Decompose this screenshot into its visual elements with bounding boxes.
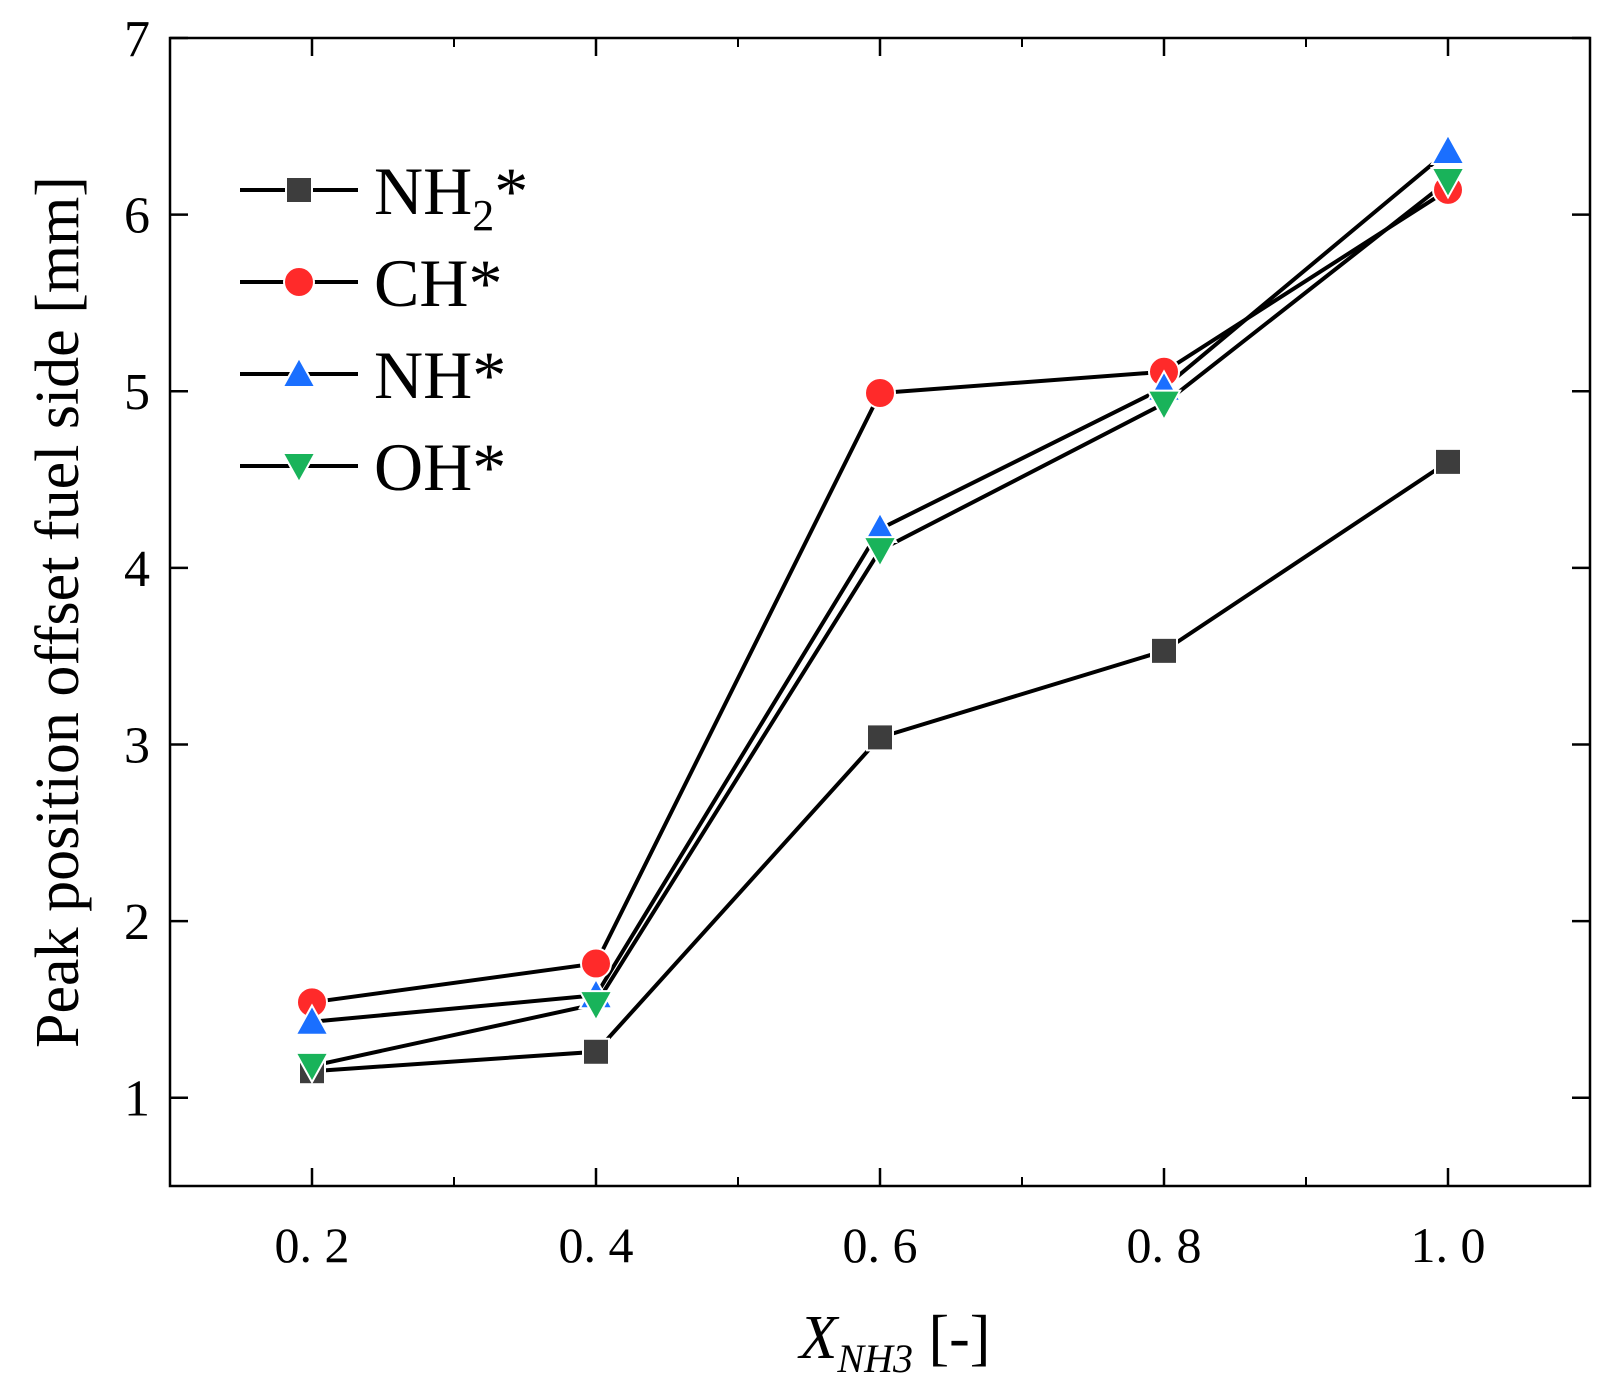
data-point-nh2 [582, 1037, 610, 1066]
legend-label-nh2: NH2* [374, 153, 528, 240]
data-point-nh2 [1434, 447, 1462, 476]
legend-label-ch: CH* [374, 245, 502, 321]
legend-marker-oh [281, 452, 317, 485]
data-point-nh2 [1150, 636, 1178, 665]
legend-label-oh: OH* [374, 429, 506, 505]
y-tick-label: 1 [124, 1071, 150, 1128]
y-tick-label: 6 [124, 188, 150, 245]
series-markers [294, 132, 1466, 1086]
legend-label-main: OH* [374, 429, 506, 505]
data-point-oh [1430, 167, 1466, 200]
data-point-ch [580, 947, 612, 980]
x-tick-label: 0. 4 [559, 1217, 634, 1273]
x-axis-label: XNH3 [-] [797, 1304, 991, 1381]
legend-label-nh: NH* [374, 337, 506, 413]
legend-label-subscript: 2 [472, 191, 494, 240]
x-axis-label-main: X [797, 1304, 840, 1372]
axis-ticks: 0. 2 0. 4 0. 6 0. 8 1. 0 1 2 3 4 5 6 7 [124, 11, 1590, 1273]
data-point-nh [1430, 132, 1466, 166]
legend-label-main: NH [374, 153, 472, 229]
x-axis-label-suffix: [-] [913, 1304, 990, 1372]
y-axis-label: Peak position offset fuel side [mm] [24, 176, 92, 1048]
legend-marker-nh2 [285, 176, 313, 204]
data-point-oh [578, 990, 614, 1023]
y-tick-label: 2 [124, 894, 150, 951]
data-point-oh [862, 536, 898, 569]
legend-label-end: * [494, 153, 528, 229]
x-tick-label: 0. 6 [843, 1217, 918, 1273]
legend-marker-ch [283, 266, 315, 298]
data-point-nh [294, 1003, 330, 1036]
y-tick-label: 7 [124, 11, 150, 68]
data-point-oh [1146, 389, 1182, 422]
x-axis-label-subscript: NH3 [836, 1336, 913, 1381]
legend-label-main: CH* [374, 245, 502, 321]
y-tick-label: 4 [124, 541, 150, 598]
data-point-nh2 [866, 723, 894, 752]
legend-marker-nh [281, 355, 317, 388]
legend-label-main: NH* [374, 337, 506, 413]
data-point-ch [864, 376, 896, 409]
y-tick-label: 3 [124, 717, 150, 774]
x-tick-label: 0. 2 [275, 1217, 350, 1273]
legend: NH2*CH*NH*OH* [240, 153, 528, 505]
x-tick-label: 0. 8 [1127, 1217, 1202, 1273]
x-tick-label: 1. 0 [1411, 1217, 1486, 1273]
data-point-oh [294, 1051, 330, 1085]
y-tick-label: 5 [124, 364, 150, 421]
